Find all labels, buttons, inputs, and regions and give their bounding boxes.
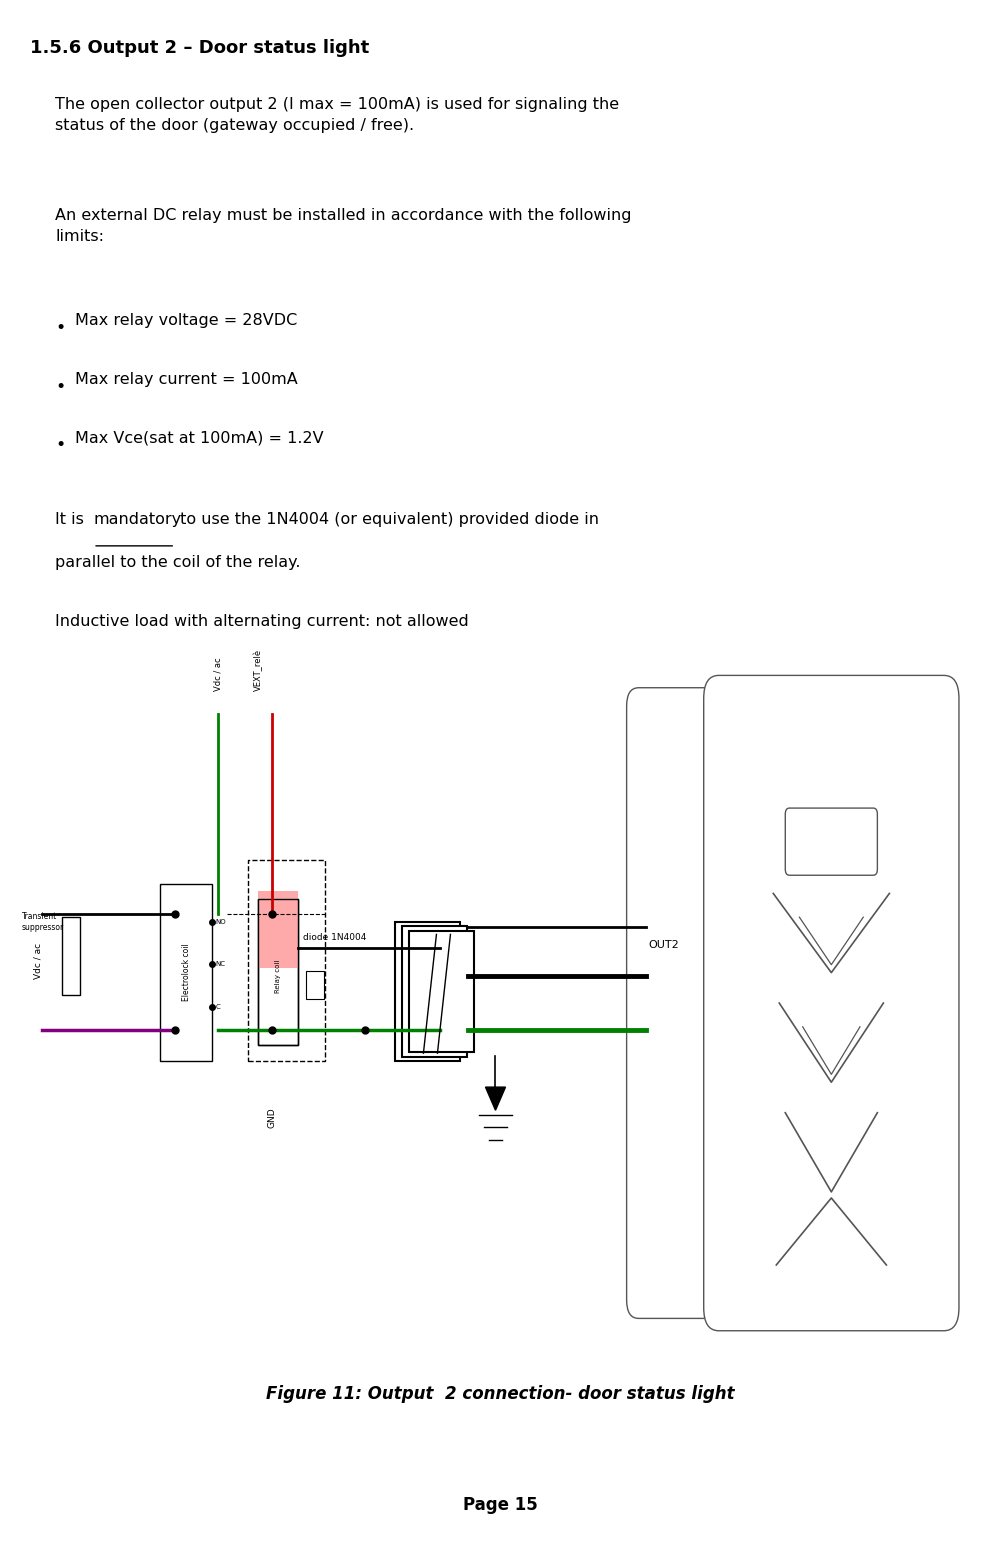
Bar [258, 899, 298, 1045]
Text: C: C [215, 1004, 220, 1010]
Text: Vdc / ac: Vdc / ac [34, 942, 42, 979]
Text: Max relay current = 100mA: Max relay current = 100mA [75, 372, 298, 387]
Text: The open collector output 2 (I max = 100mA) is used for signaling the
status of : The open collector output 2 (I max = 100… [55, 97, 620, 133]
Bar [160, 884, 212, 1061]
Text: OUT2: OUT2 [649, 941, 680, 950]
Text: to use the 1N4004 (or equivalent) provided diode in: to use the 1N4004 (or equivalent) provid… [175, 512, 600, 527]
Text: Figure 11: Output  2 connection- door status light: Figure 11: Output 2 connection- door sta… [266, 1385, 735, 1403]
Text: Electrolock coil: Electrolock coil [182, 944, 190, 1001]
Bar [306, 971, 324, 999]
Bar [402, 927, 467, 1056]
Text: Max relay voltage = 28VDC: Max relay voltage = 28VDC [75, 313, 297, 328]
Text: Vdc / ac: Vdc / ac [214, 657, 222, 691]
Bar [258, 899, 298, 1045]
Text: It is: It is [55, 512, 89, 527]
Text: NC: NC [215, 961, 225, 967]
Text: Inductive load with alternating current: not allowed: Inductive load with alternating current:… [55, 614, 468, 629]
Text: •: • [55, 378, 65, 396]
Text: Transient
suppressor: Transient suppressor [22, 911, 64, 933]
Text: •: • [55, 436, 65, 455]
Text: An external DC relay must be installed in accordance with the following
limits:: An external DC relay must be installed i… [55, 208, 632, 244]
Text: NO: NO [215, 919, 226, 925]
Bar [62, 917, 80, 995]
Text: •: • [55, 319, 65, 338]
FancyBboxPatch shape [785, 808, 877, 876]
Text: Page 15: Page 15 [463, 1496, 538, 1514]
Text: GND: GND [268, 1107, 276, 1127]
Bar [409, 931, 474, 1052]
Text: Max Vce(sat at 100mA) = 1.2V: Max Vce(sat at 100mA) = 1.2V [75, 430, 323, 446]
FancyBboxPatch shape [627, 688, 716, 1318]
Bar [258, 891, 298, 968]
Bar [395, 922, 460, 1061]
Bar [248, 860, 325, 1061]
Text: mandatory: mandatory [93, 512, 181, 527]
Polygon shape [485, 1087, 506, 1110]
FancyBboxPatch shape [704, 675, 959, 1331]
Text: 1.5.6 Output 2 – Door status light: 1.5.6 Output 2 – Door status light [30, 39, 369, 57]
Text: VEXT_relè: VEXT_relè [253, 649, 263, 691]
Text: parallel to the coil of the relay.: parallel to the coil of the relay. [55, 555, 300, 571]
Text: Relay coil: Relay coil [275, 959, 281, 993]
Text: diode 1N4004: diode 1N4004 [303, 933, 366, 942]
